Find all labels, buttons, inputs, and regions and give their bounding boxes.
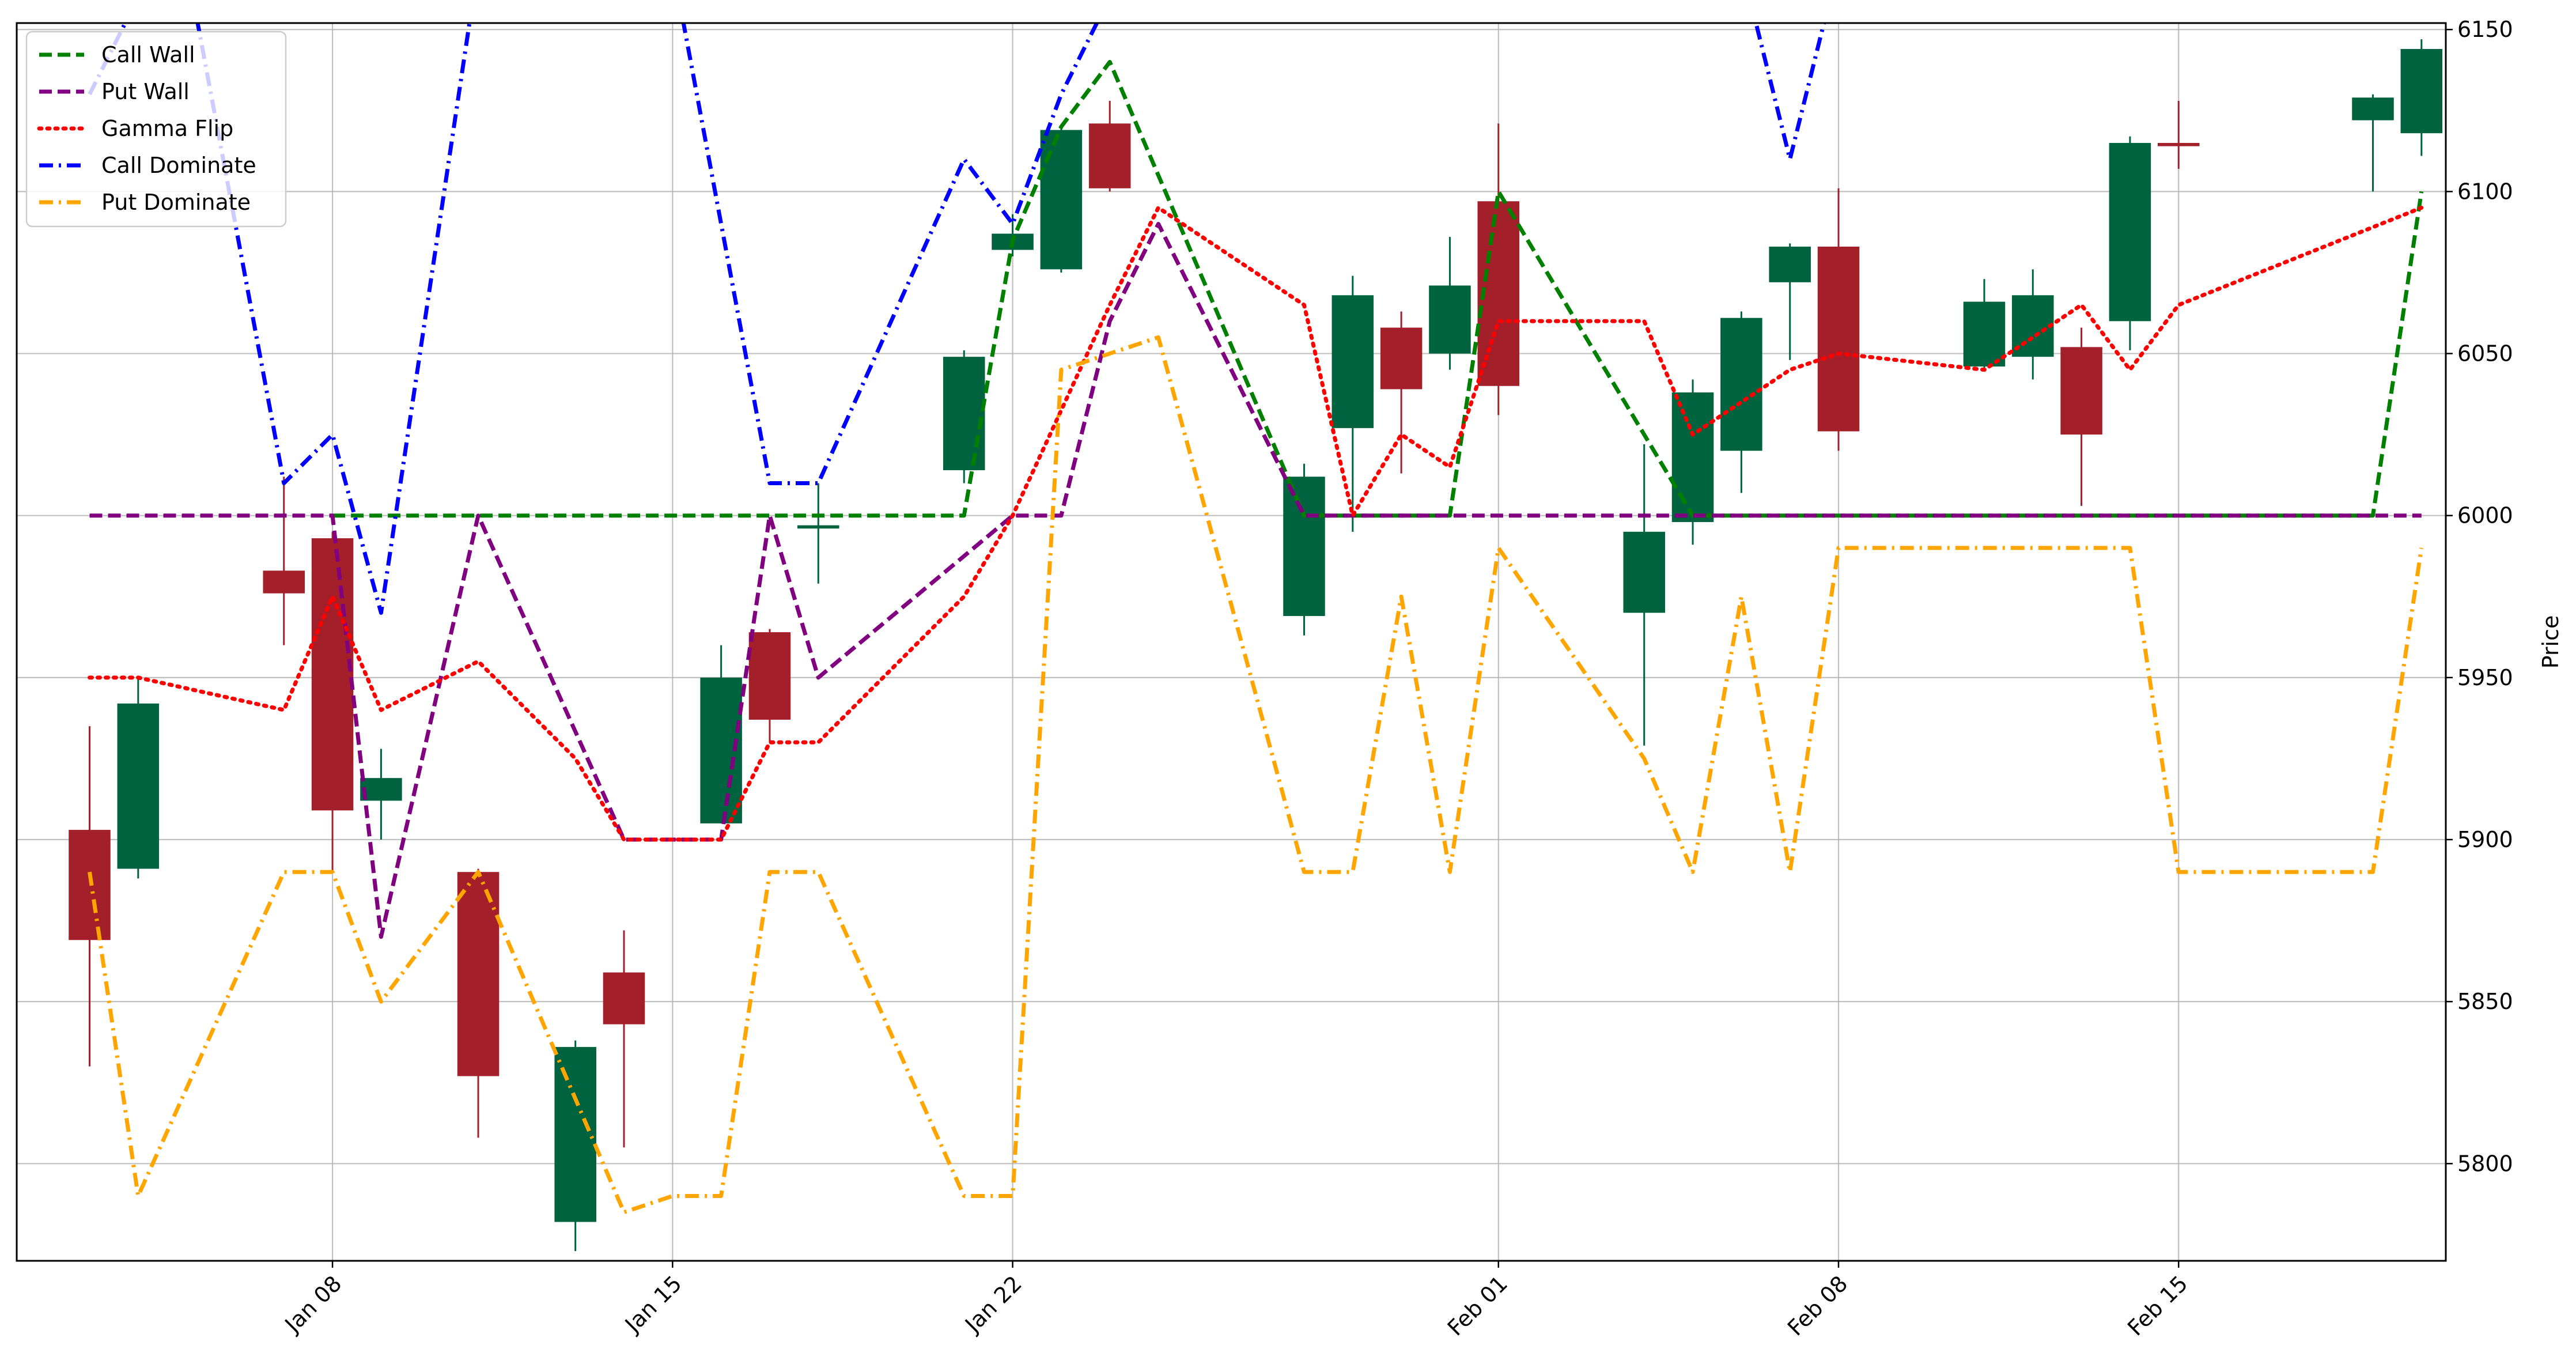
- candle-down: [311, 531, 354, 872]
- candle-body: [1720, 318, 1762, 451]
- candle-body: [603, 972, 645, 1025]
- candles: [69, 39, 2443, 1252]
- y-tick-label: 5850: [2457, 989, 2513, 1014]
- candle-body: [943, 357, 985, 470]
- candle-down: [1380, 311, 1423, 474]
- candle-down: [748, 629, 791, 743]
- candle-body: [2157, 143, 2200, 146]
- legend-label: Call Dominate: [101, 153, 256, 178]
- candle-up: [1720, 311, 1762, 493]
- y-tick-label: 6050: [2457, 341, 2513, 366]
- candle-body: [2060, 347, 2102, 435]
- candle-body: [1817, 246, 1860, 432]
- y-tick-label: 5950: [2457, 665, 2513, 690]
- legend: Call Wall Put Wall Gamma Flip Call Dominate…: [25, 31, 287, 228]
- candle-body: [1623, 531, 1665, 613]
- candle-up: [943, 350, 985, 483]
- candle-body: [554, 1046, 596, 1222]
- candle-body: [1380, 327, 1423, 390]
- candle-up: [360, 749, 402, 840]
- candle-body: [1429, 285, 1471, 354]
- y-tick-label: 6150: [2457, 17, 2513, 42]
- candle-up: [1623, 444, 1665, 746]
- candle-up: [1963, 279, 2006, 370]
- candle-body: [311, 538, 354, 811]
- legend-label: Put Dominate: [101, 190, 251, 215]
- plot-frame: [16, 22, 2447, 1262]
- candle-body: [2400, 48, 2443, 134]
- candle-up: [554, 1040, 596, 1252]
- y-tick-label: 6000: [2457, 503, 2513, 528]
- series-line-put-dominate: [88, 335, 2424, 1215]
- candle-up: [2109, 136, 2151, 350]
- candle-body: [1769, 246, 1811, 282]
- candle-body: [1040, 130, 1083, 270]
- candle-up: [1040, 126, 1083, 273]
- candle-body: [1088, 123, 1131, 188]
- candle-down: [457, 868, 500, 1138]
- candle-body: [748, 632, 791, 720]
- candle-up: [117, 677, 160, 879]
- candle-body: [1283, 477, 1325, 617]
- candle-up: [797, 483, 839, 584]
- candle-up: [2352, 94, 2394, 192]
- candle-up: [1429, 237, 1471, 370]
- candle-up: [1283, 463, 1325, 636]
- series-line-gamma-flip: [88, 206, 2424, 842]
- candle-body: [2109, 143, 2151, 322]
- candle-up: [2400, 39, 2443, 156]
- legend-box: [25, 31, 287, 228]
- candle-up: [1671, 379, 1714, 545]
- candle-down: [2060, 327, 2102, 506]
- candle-down: [1088, 100, 1131, 192]
- candle-body: [1671, 392, 1714, 522]
- indicator-lines: [88, 23, 2424, 1215]
- candle-up: [1769, 243, 1811, 360]
- y-tick-label: 6100: [2457, 179, 2513, 204]
- legend-label: Call Wall: [101, 42, 195, 67]
- candle-body: [457, 872, 500, 1076]
- candle-down: [263, 477, 305, 645]
- y-axis: 5800 5850 5900 5950 6000 6050 6100 6150: [2446, 17, 2513, 1176]
- candle-body: [2352, 97, 2394, 120]
- y-tick-label: 5900: [2457, 827, 2513, 852]
- candle-up: [1331, 275, 1374, 532]
- legend-label: Gamma Flip: [101, 116, 233, 141]
- candle-body: [263, 570, 305, 594]
- legend-label: Put Wall: [101, 79, 190, 104]
- candle-body: [360, 778, 402, 801]
- candle-body: [1331, 295, 1374, 428]
- candle-body: [797, 525, 839, 529]
- candle-down: [2157, 100, 2200, 169]
- series-line-put-wall: [89, 222, 2422, 939]
- candle-down: [603, 930, 645, 1148]
- candle-down: [1817, 188, 1860, 451]
- candle-body: [1963, 301, 2006, 367]
- y-tick-label: 5800: [2457, 1151, 2513, 1176]
- candle-body: [117, 703, 160, 869]
- y-axis-label: Price: [2538, 615, 2563, 669]
